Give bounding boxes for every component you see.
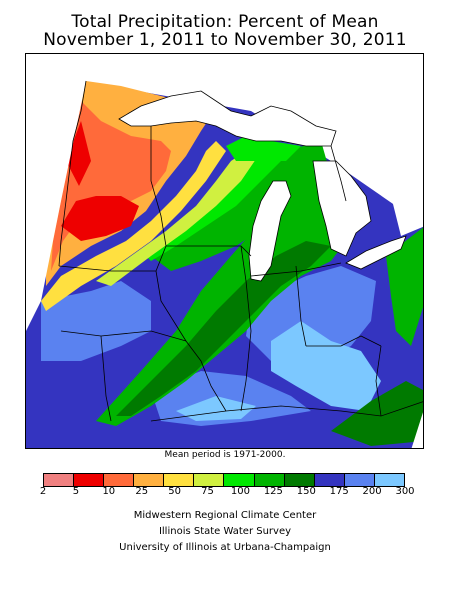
legend-swatch-6 — [223, 473, 255, 487]
west-blank — [26, 54, 86, 331]
legend-swatch-2 — [103, 473, 135, 487]
legend-tick-10: 10 — [102, 486, 116, 497]
legend-tick-100: 100 — [230, 486, 250, 497]
legend-tick-125: 125 — [263, 486, 283, 497]
legend-tick-150: 150 — [296, 486, 316, 497]
legend-swatch-1 — [73, 473, 105, 487]
credit-line-1: Midwestern Regional Climate Center — [133, 510, 317, 521]
legend-swatch-10 — [343, 473, 375, 487]
legend-swatch-3 — [133, 473, 165, 487]
legend-tick-175: 175 — [329, 486, 349, 497]
band-5 — [61, 196, 139, 241]
lake-huron — [312, 160, 372, 257]
band-125-east — [386, 227, 423, 346]
credit-line-2: Illinois State Water Survey — [158, 526, 292, 537]
mean-period-note: Mean period is 1971-2000. — [164, 450, 286, 460]
band-200-west — [41, 281, 151, 361]
band-300-east — [271, 321, 381, 411]
canada-blank — [26, 54, 423, 281]
legend-tick-300: 300 — [395, 486, 415, 497]
legend-swatch-11 — [373, 473, 405, 487]
legend-swatch-4 — [163, 473, 195, 487]
band-100-up — [226, 136, 301, 161]
legend-swatch-9 — [313, 473, 345, 487]
legend-tick-75: 75 — [201, 486, 214, 497]
band-150-southeast — [331, 381, 423, 446]
lake-superior — [118, 90, 337, 147]
band-150-diag — [116, 241, 331, 416]
band-5-north — [66, 121, 91, 186]
color-legend — [43, 473, 405, 487]
legend-swatch-5 — [193, 473, 225, 487]
legend-tick-5: 5 — [72, 486, 80, 497]
legend-swatch-0 — [43, 473, 75, 487]
legend-tick-25: 25 — [135, 486, 149, 497]
legend-swatch-8 — [283, 473, 315, 487]
credit-line-3: University of Illinois at Urbana-Champai… — [119, 542, 331, 553]
legend-tick-labels: 2 5 10 25 50 75 100 125 150 175 200 300 — [0, 486, 450, 500]
map-title: Total Precipitation: Percent of Mean — [71, 12, 379, 32]
east-blank — [411, 412, 423, 448]
legend-swatch-7 — [253, 473, 285, 487]
lake-michigan — [248, 180, 292, 282]
legend-tick-2: 2 — [39, 486, 47, 497]
map-subtitle: November 1, 2011 to November 30, 2011 — [43, 30, 407, 50]
band-125-north — [151, 141, 331, 271]
legend-tick-50: 50 — [168, 486, 181, 497]
band-75-north — [96, 151, 256, 286]
lake-erie — [345, 235, 407, 270]
state-boundaries — [58, 80, 423, 422]
legend-tick-200: 200 — [362, 486, 382, 497]
precipitation-map — [25, 53, 424, 449]
